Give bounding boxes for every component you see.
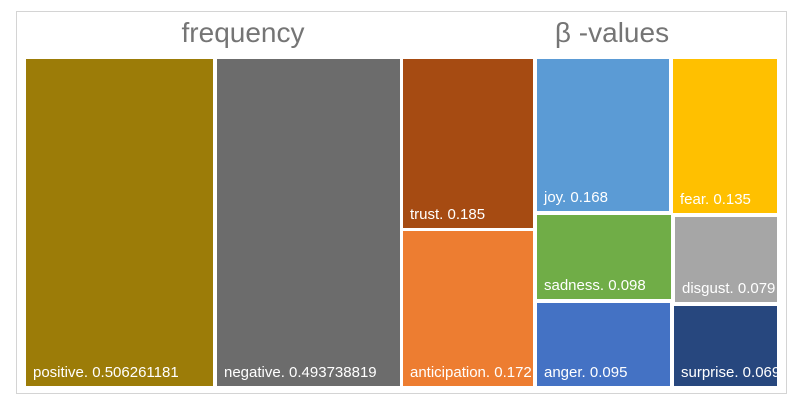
block-label-negative: negative. 0.493738819 (224, 364, 377, 381)
treemap-block-anger: anger. 0.095 (537, 303, 670, 386)
block-label-positive: positive. 0.506261181 (33, 364, 179, 381)
block-label-trust: trust. 0.185 (410, 206, 486, 223)
block-label-disgust: disgust. 0.079 (682, 280, 776, 297)
block-label-sadness: sadness. 0.098 (544, 277, 646, 294)
group-title-frequency: frequency (181, 17, 305, 48)
treemap-block-positive: positive. 0.506261181 (26, 59, 213, 386)
treemap-block-sadness: sadness. 0.098 (537, 215, 671, 299)
block-label-anticipation: anticipation. 0.172 (410, 364, 532, 381)
treemap-block-trust: trust. 0.185 (403, 59, 533, 228)
treemap-block-disgust: disgust. 0.079 (675, 217, 777, 302)
block-label-joy: joy. 0.168 (544, 189, 608, 206)
treemap-block-negative: negative. 0.493738819 (217, 59, 400, 386)
block-label-fear: fear. 0.135 (680, 191, 751, 208)
block-label-anger: anger. 0.095 (544, 364, 628, 381)
treemap-block-joy: joy. 0.168 (537, 59, 669, 211)
group-title-beta-values: β -values (554, 17, 670, 48)
treemap-block-anticipation: anticipation. 0.172 (403, 231, 533, 386)
treemap-block-surprise: surprise. 0.069 (674, 306, 781, 386)
block-label-surprise: surprise. 0.069 (681, 364, 781, 381)
treemap-block-fear: fear. 0.135 (673, 59, 777, 213)
